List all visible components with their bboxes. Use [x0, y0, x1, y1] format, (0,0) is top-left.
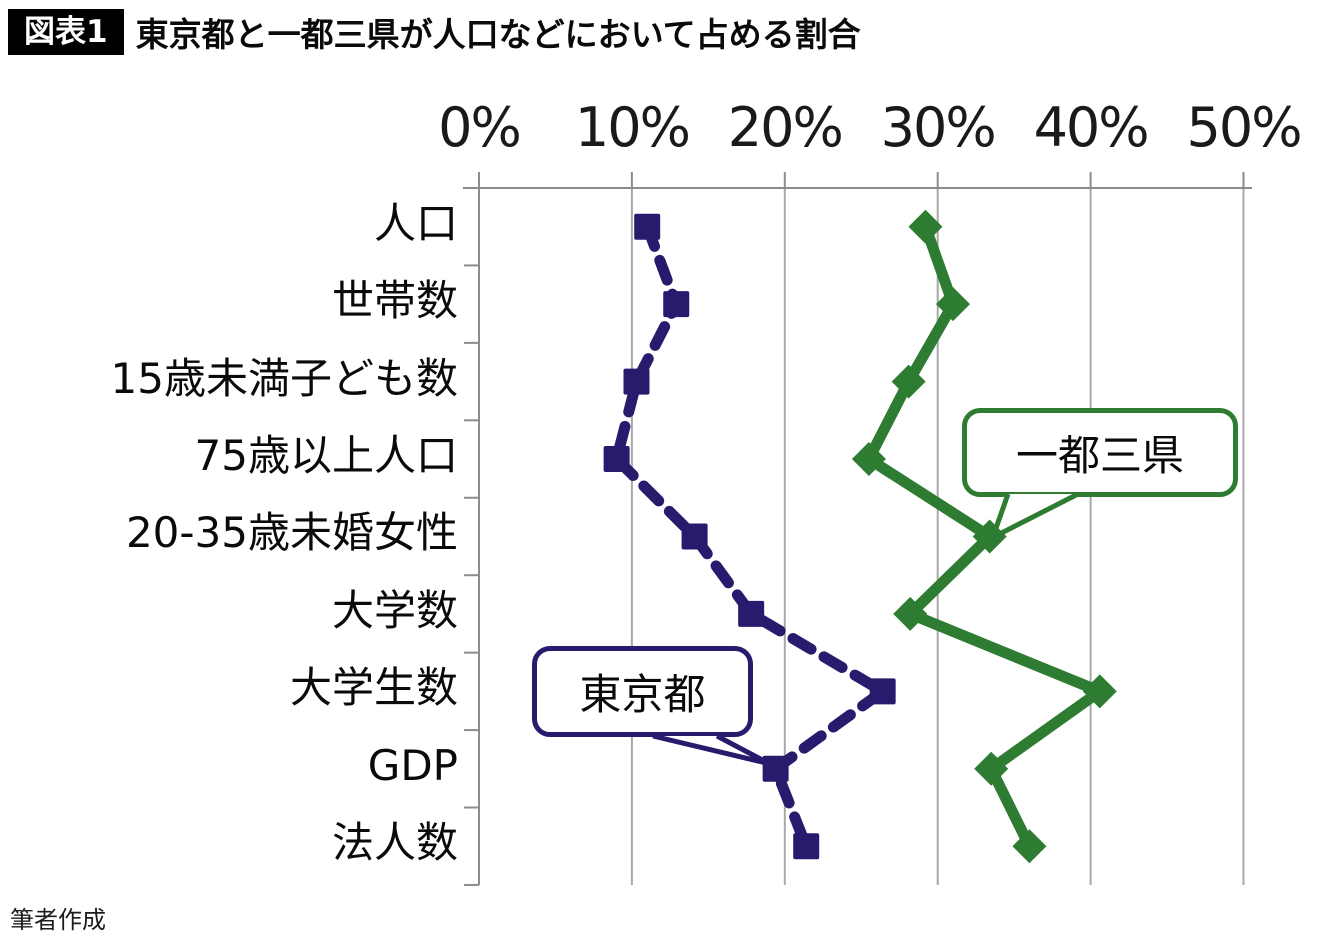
category-label: 人口 [373, 198, 458, 248]
marker-diamond [908, 209, 943, 244]
marker-diamond [972, 519, 1007, 554]
callout-greater-tokyo-label: 一都三県 [1015, 431, 1184, 480]
category-label: 15歳未満子ども数 [110, 353, 458, 403]
marker-diamond [935, 287, 970, 322]
category-label: 大学生数 [289, 663, 458, 713]
callout-tokyo-tail [652, 733, 773, 767]
marker-diamond [851, 442, 886, 477]
marker-square [623, 368, 650, 395]
marker-diamond [893, 596, 928, 631]
series-line-tokyo [611, 221, 889, 852]
series-line-greater-tokyo [863, 221, 1106, 852]
credit-note: 筆者作成 [10, 906, 106, 934]
marker-square [634, 213, 661, 240]
x-tick-label: 20% [727, 96, 844, 159]
x-tick-label: 50% [1186, 96, 1302, 159]
marker-diamond [1012, 829, 1047, 864]
marker-square [869, 678, 896, 705]
figure-header: 図表1 東京都と一都三県が人口などにおいて占める割合 [8, 8, 861, 56]
x-tick-label: 0% [438, 96, 522, 159]
marker-square [663, 291, 690, 318]
marker-square [762, 755, 789, 782]
category-label: 世帯数 [331, 276, 458, 326]
callout-tokyo-label: 東京都 [579, 670, 706, 719]
marker-square [738, 600, 765, 627]
callout-greater-tokyo: 一都三県 [962, 408, 1238, 497]
marker-diamond [1082, 674, 1117, 709]
category-label: 大学数 [331, 585, 458, 635]
category-label: GDP [367, 740, 458, 790]
marker-square [681, 523, 708, 550]
x-tick-label: 40% [1033, 96, 1150, 159]
category-label: 法人数 [331, 818, 458, 868]
marker-square [793, 833, 820, 860]
category-label: 20-35歳未婚女性 [125, 508, 458, 558]
callout-tokyo: 東京都 [532, 646, 753, 737]
marker-diamond [891, 364, 926, 399]
figure-number-badge: 図表1 [8, 8, 124, 56]
x-tick-label: 30% [880, 96, 997, 159]
callout-greater-tokyo-tail [990, 491, 1080, 540]
figure-title: 東京都と一都三県が人口などにおいて占める割合 [135, 15, 861, 54]
marker-square [603, 446, 630, 473]
marker-diamond [974, 751, 1009, 786]
category-label: 75歳以上人口 [194, 431, 458, 481]
x-tick-label: 10% [574, 96, 691, 159]
